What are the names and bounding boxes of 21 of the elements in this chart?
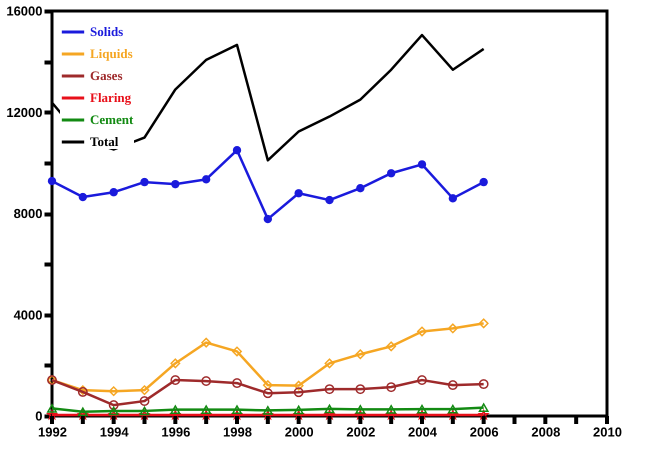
- x-tick-label: 2002: [346, 424, 376, 440]
- x-tick-label: 2004: [408, 424, 438, 440]
- x-tick-label: 2000: [284, 424, 314, 440]
- legend-label: Cement: [90, 112, 134, 127]
- y-tick-label: 4000: [14, 307, 42, 322]
- legend-label: Total: [90, 134, 119, 149]
- y-tick-label: 0: [35, 408, 42, 424]
- legend-label: Solids: [90, 24, 124, 39]
- legend-label: Liquids: [90, 46, 133, 61]
- y-tick-label: 8000: [14, 206, 42, 221]
- x-tick-label: 1992: [38, 424, 67, 440]
- x-tick-label: 2006: [470, 424, 499, 440]
- x-tick-label: 1994: [100, 424, 130, 440]
- x-tick-label: 2010: [593, 424, 622, 440]
- legend-label: Gases: [90, 68, 122, 83]
- y-tick-label: 16000: [6, 4, 42, 18]
- x-tick-label: 1996: [161, 424, 190, 440]
- legend-label: Flaring: [90, 90, 132, 105]
- x-tick-label: 1998: [223, 424, 252, 440]
- x-tick-label: 2008: [531, 424, 560, 440]
- y-tick-label: 12000: [6, 104, 42, 120]
